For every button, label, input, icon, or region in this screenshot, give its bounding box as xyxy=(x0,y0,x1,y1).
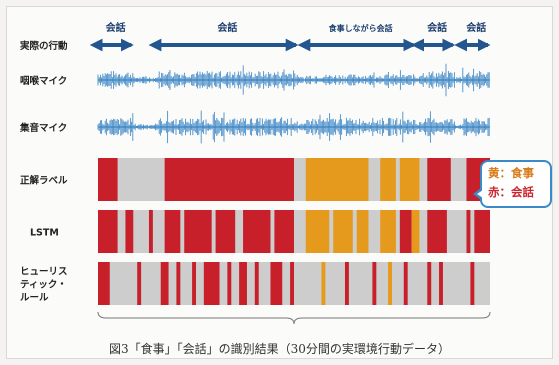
segment-1-15 xyxy=(466,210,471,253)
segment-2-11 xyxy=(321,262,326,305)
row-label-track-2: ヒューリスティック・ルール xyxy=(20,267,68,304)
segment-1-7 xyxy=(274,210,294,253)
legend-callout: 黄：食事 赤：会話 xyxy=(473,160,552,208)
row-label-audio-1: 集音マイク xyxy=(19,122,67,134)
segment-2-14 xyxy=(388,262,392,305)
row-label-track-2-line: ルール xyxy=(20,293,49,304)
segment-2-8 xyxy=(254,262,259,305)
activity-label-4: 会話 xyxy=(466,21,486,34)
segment-1-0 xyxy=(98,210,118,253)
waveform-0 xyxy=(97,63,490,97)
segment-2-5 xyxy=(203,262,220,305)
bottom-brace xyxy=(97,311,491,325)
row-label-actual-activity: 実際の行動 xyxy=(20,40,68,52)
segment-1-9 xyxy=(333,210,353,253)
segment-1-14 xyxy=(427,210,447,253)
segment-1-3 xyxy=(164,210,181,253)
activity-label-0: 会話 xyxy=(106,21,126,34)
figure-caption: 図3「食事」「会話」の識別結果（30分間の実環境行動データ） xyxy=(109,342,450,356)
segment-2-0 xyxy=(98,262,110,305)
row-label-track-1: LSTM xyxy=(30,228,59,239)
segment-0-3 xyxy=(380,158,396,201)
segment-1-1 xyxy=(125,210,134,253)
segment-1-11 xyxy=(380,210,396,253)
segment-1-10 xyxy=(356,210,369,253)
segment-2-13 xyxy=(372,262,377,305)
row-label-track-0: 正解ラベル xyxy=(20,175,68,187)
segment-2-15 xyxy=(403,262,408,305)
segment-1-8 xyxy=(305,210,330,253)
segment-2-18 xyxy=(470,262,475,305)
row-label-track-2-line: ヒューリス xyxy=(20,267,68,278)
segment-2-9 xyxy=(270,262,283,305)
segment-2-1 xyxy=(137,262,142,305)
row-label-audio-0: 咽喉マイク xyxy=(20,75,67,87)
row-label-track-2-line: ティック・ xyxy=(20,280,67,291)
segment-0-5 xyxy=(427,158,451,201)
waveform-1 xyxy=(97,110,490,144)
segment-0-0 xyxy=(98,158,118,201)
segment-2-4 xyxy=(192,262,196,305)
segment-2-17 xyxy=(439,262,443,305)
segment-0-2 xyxy=(305,158,369,201)
segment-2-10 xyxy=(290,262,294,305)
segment-2-12 xyxy=(344,262,349,305)
segment-2-3 xyxy=(176,262,181,305)
segment-2-6 xyxy=(227,262,232,305)
segment-1-12 xyxy=(399,210,412,253)
segment-2-7 xyxy=(239,262,247,305)
segment-1-16 xyxy=(474,210,490,253)
segment-0-4 xyxy=(399,158,420,201)
activity-label-2: 食事しながら会話 xyxy=(329,23,393,33)
segment-1-4 xyxy=(184,210,212,253)
segment-2-16 xyxy=(427,262,432,305)
segment-1-2 xyxy=(148,210,153,253)
activity-label-3: 会話 xyxy=(427,21,447,34)
legend-entry-conversation: 赤：会話 xyxy=(488,185,534,199)
segment-2-2 xyxy=(160,262,169,305)
segment-0-1 xyxy=(164,158,294,201)
segment-1-6 xyxy=(243,210,271,253)
legend-pointer-inner xyxy=(477,190,483,198)
activity-label-1: 会話 xyxy=(217,21,237,34)
segment-1-5 xyxy=(215,210,236,253)
segment-1-13 xyxy=(411,210,420,253)
legend-entry-eating: 黄：食事 xyxy=(488,166,534,180)
